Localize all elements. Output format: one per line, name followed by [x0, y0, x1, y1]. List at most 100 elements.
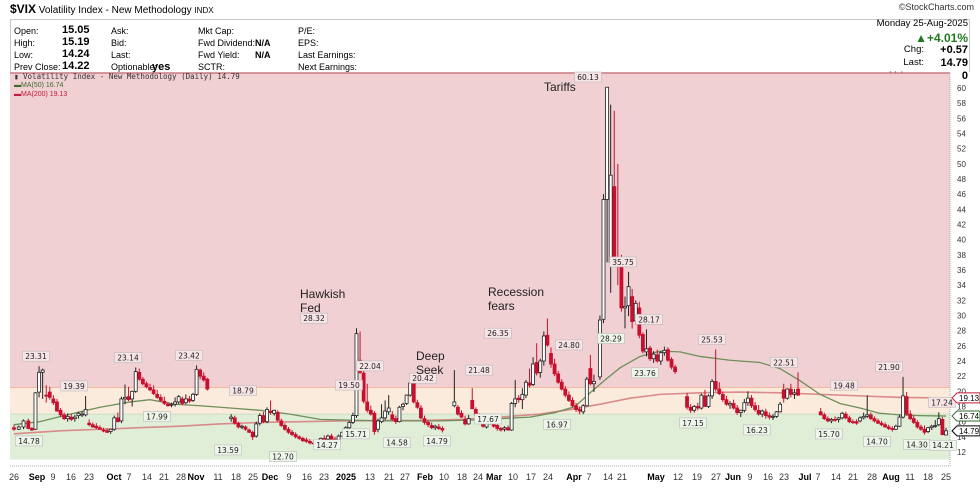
- x-axis: 26 Sep 9 16 23 Oct 7 14 21 28 Nov 11 18 25 Dec 9 16 23 202…: [0, 472, 980, 486]
- ma200-legend-swatch: ▬: [14, 91, 21, 98]
- candle-body: [386, 407, 391, 413]
- candle-body: [115, 417, 120, 423]
- x-tick-label: Nov: [187, 472, 205, 482]
- candle-body: [746, 397, 750, 404]
- candle-body: [619, 264, 624, 309]
- price-callout: 15.71: [345, 430, 367, 439]
- candle-body: [44, 394, 49, 397]
- candle-body: [329, 435, 334, 440]
- candle-body: [236, 422, 241, 428]
- price-callout-box: [269, 451, 297, 462]
- candle-body: [926, 427, 930, 432]
- y-tick-label: 56: [957, 114, 966, 123]
- x-tick-label: 28: [866, 472, 878, 482]
- candle-body: [376, 420, 380, 430]
- y-tick-label: 28: [957, 327, 966, 336]
- y-tick-label: 22: [957, 372, 966, 381]
- price-callout: 23.14: [117, 354, 139, 363]
- price-callout-box: [830, 379, 858, 391]
- zone-0: [10, 73, 950, 388]
- candle-body: [76, 412, 81, 417]
- candle-body: [433, 425, 438, 429]
- candle-body: [673, 366, 678, 373]
- x-tick-label: 9: [286, 472, 292, 482]
- event-annotation: Deep Seek: [416, 349, 445, 377]
- candle-body: [101, 429, 106, 432]
- candle-body: [456, 406, 460, 415]
- candle-body: [879, 422, 884, 426]
- price-tag-label: 14.79: [959, 427, 980, 436]
- x-tick-label: 9: [747, 472, 753, 482]
- pct-change: ▲+4.01%: [915, 31, 968, 45]
- candle-body: [865, 414, 870, 417]
- price-callout-box: [609, 256, 637, 268]
- price-callout-box: [679, 417, 707, 429]
- ma50-legend-swatch: ▬: [14, 82, 21, 89]
- candle-body: [426, 422, 430, 426]
- candle-body: [944, 430, 948, 436]
- candle-body: [527, 382, 532, 386]
- candle-body: [695, 406, 700, 409]
- candle-body: [861, 415, 866, 419]
- candle-body: [774, 411, 779, 417]
- candle-body: [176, 396, 181, 403]
- x-tick-label: 14: [602, 472, 614, 482]
- candle-body: [325, 435, 330, 440]
- price-callout: 19.50: [338, 381, 360, 390]
- y-tick-label: 12: [957, 448, 966, 457]
- chart-legend: ▮ Volatility Index - New Methodology (Da…: [14, 72, 240, 99]
- symbol: $VIX: [10, 2, 37, 16]
- candle-body: [440, 428, 445, 431]
- price-callout-box: [409, 372, 437, 384]
- candle-body: [191, 393, 195, 401]
- pe-label: P/E:: [298, 26, 316, 36]
- candle-body: [915, 422, 920, 428]
- candle-body: [51, 398, 56, 404]
- price-callout-box: [484, 327, 512, 339]
- y-tick-label: 36: [957, 266, 966, 275]
- candle-body: [401, 403, 405, 407]
- x-tick-label: 27: [399, 472, 411, 482]
- legend-main: Volatility Index - New Methodology (Dail…: [23, 72, 240, 81]
- x-tick-label: 23: [778, 472, 790, 482]
- price-tag-label: 19.13: [959, 394, 980, 403]
- price-callout: 28.29: [600, 334, 622, 343]
- price-chart[interactable]: 12 14 16 18 20 22 24 26 28 30 32 34 36 38 40 42 44 46 48 50…: [10, 71, 980, 467]
- candle-body: [509, 403, 514, 431]
- x-tick-label: 16: [65, 472, 77, 482]
- candle-body: [577, 409, 582, 412]
- price-callout: 14.21: [932, 441, 954, 450]
- price-callout: 17.67: [477, 415, 499, 424]
- candle-body: [268, 410, 273, 413]
- x-tick-label: 21: [616, 472, 628, 482]
- price-callout-box: [928, 396, 956, 408]
- candle-body: [669, 359, 674, 368]
- eps-label: EPS:: [298, 38, 319, 48]
- candle-body: [275, 412, 280, 421]
- x-tick-label: 27: [710, 472, 722, 482]
- price-callout: 14.58: [386, 438, 408, 447]
- prev-close-label: Prev Close:: [14, 62, 61, 72]
- candle-body: [419, 407, 423, 419]
- candle-body: [379, 417, 384, 423]
- candle-body: [452, 401, 457, 407]
- candle-body: [261, 415, 266, 423]
- fwd-dividend-label: Fwd Dividend:: [198, 38, 256, 48]
- x-tick-label: 23: [318, 472, 330, 482]
- candle-body: [229, 416, 234, 420]
- candle-body: [265, 409, 269, 423]
- candle-body: [144, 383, 149, 388]
- price-callout-box: [555, 339, 583, 351]
- x-tick-label: Feb: [416, 472, 434, 482]
- y-tick-label: 40: [957, 236, 966, 245]
- candle-body: [201, 375, 206, 381]
- candle-body: [62, 414, 67, 420]
- price-callout-box: [863, 436, 891, 447]
- candle-body: [94, 425, 99, 429]
- candle-body: [162, 400, 167, 404]
- candle-body: [72, 416, 77, 420]
- candle-body: [785, 388, 790, 399]
- candle-body: [858, 417, 862, 422]
- candle-body: [257, 415, 262, 424]
- candle-body: [658, 352, 663, 362]
